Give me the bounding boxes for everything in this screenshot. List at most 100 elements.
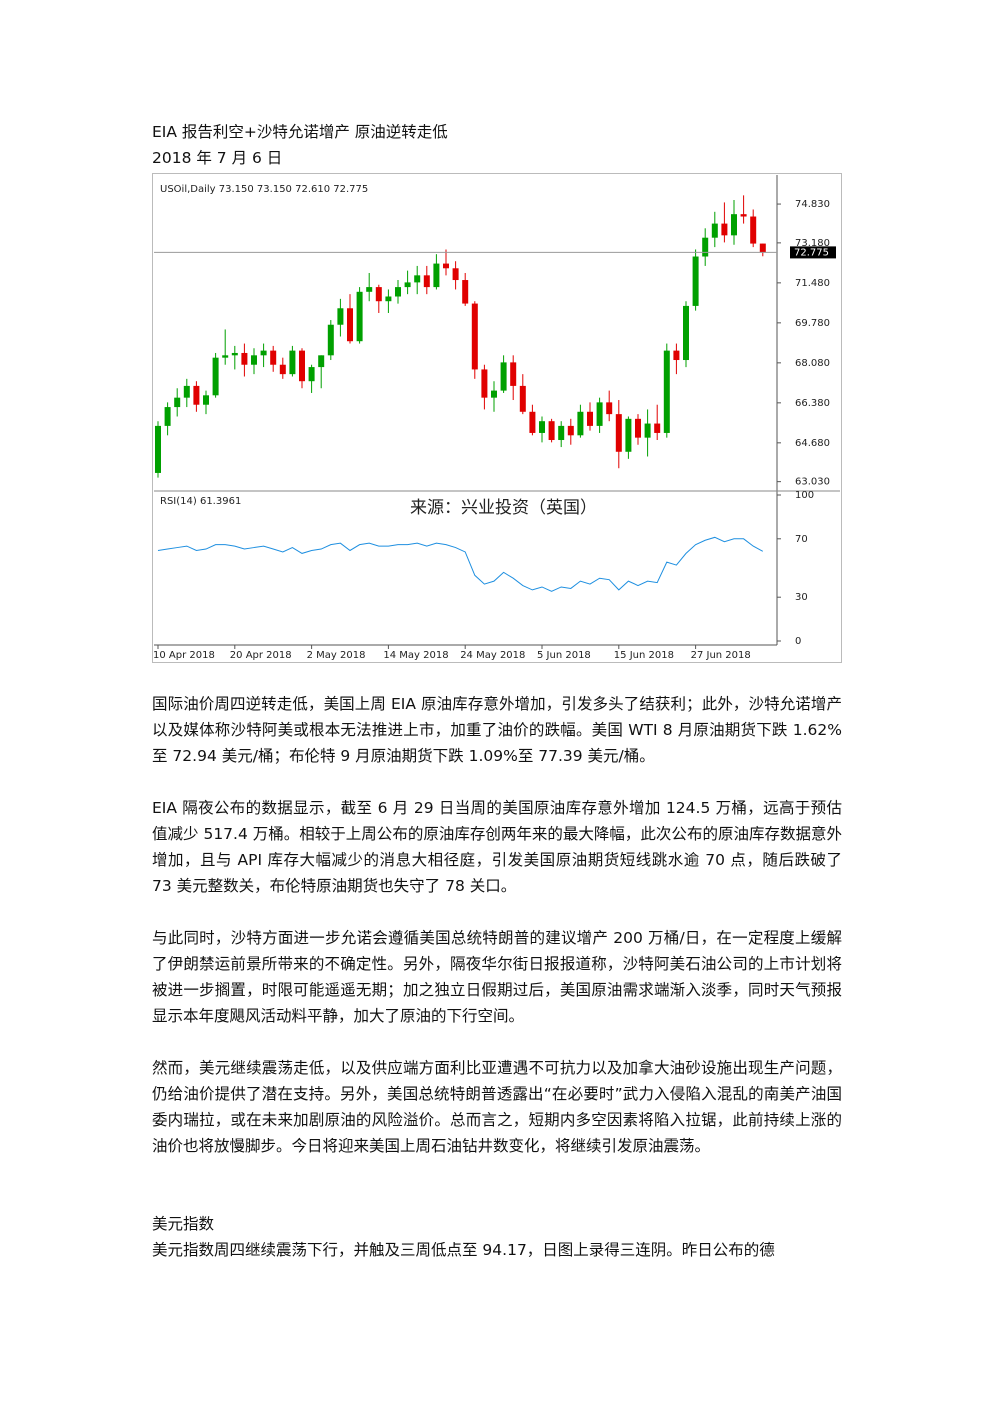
- x-tick-label: 10 Apr 2018: [153, 650, 215, 661]
- candle-body: [395, 287, 401, 297]
- y-tick-label: 68.080: [795, 358, 830, 369]
- rsi-label: RSI(14) 61.3961: [160, 496, 241, 507]
- candle-body: [279, 364, 286, 375]
- candle-body: [404, 282, 411, 288]
- candle-body: [308, 367, 315, 382]
- candle-body: [539, 421, 545, 433]
- candle-body: [635, 418, 641, 438]
- x-tick-label: 5 Jun 2018: [537, 650, 591, 661]
- candle-body: [183, 385, 190, 398]
- y-tick-label: 64.680: [795, 438, 830, 449]
- candle-body: [721, 223, 728, 236]
- candle-body: [414, 275, 421, 283]
- candle-body: [577, 411, 584, 436]
- candle-body: [596, 402, 603, 426]
- candle-body: [750, 216, 757, 244]
- rsi-line: [157, 536, 764, 592]
- y-tick-label: 71.480: [795, 278, 830, 289]
- candle-body: [711, 223, 718, 238]
- candle-body: [366, 287, 373, 292]
- candle-body: [462, 280, 469, 304]
- candle-body: [471, 303, 478, 370]
- y-tick-label: 63.030: [795, 477, 830, 488]
- last-price-box: [790, 246, 836, 259]
- candle-body: [299, 350, 305, 382]
- y-tick-label: 69.780: [795, 318, 830, 329]
- candle-body: [443, 263, 449, 269]
- candle-body: [231, 352, 238, 356]
- candle-body: [375, 287, 382, 302]
- candle-body: [193, 385, 200, 405]
- title: EIA 报告利空+沙特允诺增产 原油逆转走低: [152, 123, 448, 141]
- candle-body: [289, 350, 296, 375]
- candle-body: [423, 275, 430, 288]
- candle-body: [587, 411, 593, 426]
- chart-frame: [152, 173, 842, 663]
- candle-body: [212, 357, 219, 396]
- rsi-tick-label: 30: [795, 592, 808, 603]
- candle-body: [452, 268, 459, 281]
- candle-body: [683, 305, 689, 361]
- candle-body: [567, 425, 574, 436]
- candle-body: [702, 237, 709, 257]
- candle-body: [155, 425, 161, 473]
- rsi-tick-label: 70: [795, 534, 808, 545]
- candle-body: [625, 418, 632, 452]
- x-tick-label: 2 May 2018: [307, 650, 366, 661]
- candle-body: [529, 411, 536, 433]
- last-price-label: 72.775: [794, 247, 829, 258]
- paragraph: 美元指数周四继续震荡下行，并触及三周低点至 94.17，日图上录得三连阴。昨日公…: [152, 1241, 775, 1259]
- chart-legend: USOil,Daily 73.150 73.150 72.610 72.775: [160, 184, 368, 195]
- chart: USOil,Daily 73.150 73.150 72.610 72.775 …: [152, 173, 842, 663]
- candle-body: [692, 256, 699, 306]
- x-tick-label: 20 Apr 2018: [230, 650, 292, 661]
- candle-body: [241, 352, 248, 365]
- x-tick-label: 15 Jun 2018: [614, 650, 674, 661]
- source: 来源：兴业投资（英国）: [410, 498, 597, 518]
- candle-body: [759, 243, 766, 253]
- x-tick-label: 27 Jun 2018: [691, 650, 751, 661]
- candle-body: [731, 214, 737, 236]
- y-tick-label: 66.380: [795, 398, 830, 409]
- date: 2018 年 7 月 6 日: [152, 149, 283, 167]
- candle-body: [174, 397, 181, 408]
- paragraph: 国际油价周四逆转走低，美国上周 EIA 原油库存意外增加，引发多头了结获利；此外…: [152, 695, 842, 765]
- candle-body: [433, 263, 440, 288]
- candle-body: [740, 214, 747, 217]
- candle-body: [510, 362, 517, 386]
- candle-body: [164, 407, 171, 426]
- candle-body: [327, 324, 334, 356]
- candle-body: [260, 350, 267, 356]
- candle-body: [644, 423, 651, 438]
- candle-body: [673, 350, 680, 361]
- candle-body: [519, 385, 526, 412]
- rsi-tick-label: 100: [795, 490, 814, 501]
- candle-body: [203, 395, 209, 405]
- x-tick-label: 14 May 2018: [383, 650, 448, 661]
- candle-body: [347, 308, 353, 342]
- paragraph: 与此同时，沙特方面进一步允诺会遵循美国总统特朗普的建议增产 200 万桶/日，在…: [152, 929, 842, 1025]
- candle-body: [500, 362, 507, 391]
- candle-body: [318, 355, 325, 368]
- candle-body: [337, 308, 344, 325]
- y-tick-label: 74.830: [795, 199, 830, 210]
- candle-body: [385, 296, 392, 302]
- rsi-tick-label: 0: [795, 636, 801, 647]
- candle-body: [606, 402, 613, 415]
- candle-body: [251, 355, 257, 365]
- candle-body: [615, 414, 622, 452]
- candle-body: [356, 291, 363, 342]
- paragraph: 然而，美元继续震荡走低，以及供应端方面利比亚遭遇不可抗力以及加拿大油砂设施出现生…: [152, 1059, 842, 1155]
- y-tick-label: 73.180: [795, 238, 830, 249]
- candle-body: [548, 421, 555, 441]
- candle-body: [654, 423, 661, 433]
- candle-body: [491, 390, 497, 398]
- candle-body: [222, 355, 229, 358]
- candle-body: [663, 350, 670, 433]
- candle-body: [481, 369, 488, 398]
- x-tick-label: 24 May 2018: [460, 650, 525, 661]
- paragraph: EIA 隔夜公布的数据显示，截至 6 月 29 日当周的美国原油库存意外增加 1…: [152, 799, 842, 895]
- candle-body: [558, 425, 565, 441]
- candle-body: [270, 350, 277, 365]
